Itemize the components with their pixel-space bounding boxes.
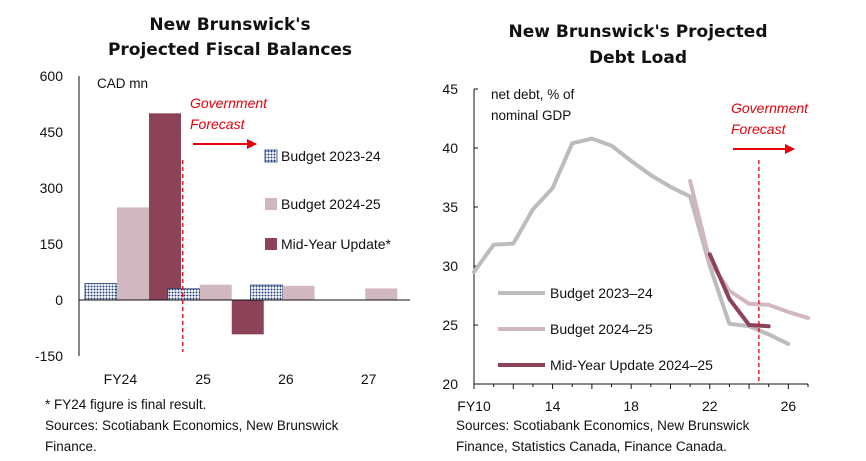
left-footnote-line-2: Sources: Scotiabank Economics, New Bruns…: [45, 418, 339, 433]
left-legend-label-mid-year-update: Mid-Year Update*: [281, 236, 392, 252]
bar-budget-2023-24-25: [167, 288, 201, 301]
right-legend: Budget 2023–24 Budget 2024–25 Mid-Year Upd…: [498, 285, 713, 373]
left-forecast-label-line-1: Government: [190, 95, 268, 111]
right-x-tick-label: 18: [623, 398, 639, 414]
right-forecast-label-line-1: Government: [731, 100, 809, 116]
bar-mid-year-update-25: [231, 300, 264, 335]
right-y-tick-label: 20: [442, 376, 458, 392]
right-y-tick-label: 45: [442, 81, 458, 97]
right-legend-label-budget-2023-24: Budget 2023–24: [550, 285, 653, 301]
left-legend-swatch-mid-year-update: [265, 238, 277, 250]
bar-budget-2024-25-27: [365, 288, 398, 300]
right-y-tick-label: 25: [442, 317, 458, 333]
fiscal-balances-chart: New Brunswick's Projected Fiscal Balance…: [35, 15, 410, 454]
bar-budget-2024-25-26: [282, 285, 315, 300]
left-bars: [84, 113, 398, 335]
line-budget-2024-25: [688, 179, 810, 320]
left-y-tick-label: 450: [40, 124, 64, 140]
left-chart-title-line-2: Projected Fiscal Balances: [108, 40, 352, 60]
left-y-tick-label: 0: [55, 292, 63, 308]
left-legend-swatch-budget-2023-24: [264, 149, 278, 163]
bar-budget-2024-25-25: [199, 284, 232, 300]
right-y-tick-label: 30: [442, 258, 458, 274]
bar-mid-year-update-fy24: [149, 113, 181, 300]
left-y-axis: -150 0 150 300 450 600: [35, 68, 63, 364]
right-x-tick-label: 22: [702, 398, 718, 414]
right-x-tick-label: 14: [545, 398, 561, 414]
left-forecast-label-line-2: Forecast: [190, 116, 246, 132]
left-y-tick-label: 600: [40, 68, 64, 84]
left-x-tick-label: FY24: [104, 371, 138, 387]
left-chart-unit-label: CAD mn: [97, 76, 148, 91]
debt-load-chart: New Brunswick's Projected Debt Load net …: [442, 22, 810, 454]
right-series-lines: [472, 136, 810, 346]
bar-budget-2024-25-fy24: [117, 207, 149, 300]
left-x-tick-label: 25: [195, 371, 211, 387]
left-y-tick-label: 300: [40, 180, 64, 196]
left-legend-swatch-budget-2024-25: [265, 198, 277, 210]
left-chart-title-line-1: New Brunswick's: [149, 15, 310, 35]
right-y-tick-label: 35: [442, 199, 458, 215]
left-x-axis: FY24 25 26 27: [104, 371, 377, 387]
right-y-tick-label: 40: [442, 140, 458, 156]
left-footnote-line-1: * FY24 figure is final result.: [45, 397, 206, 412]
right-legend-label-mid-year-update-2024-25: Mid-Year Update 2024–25: [550, 357, 713, 373]
right-x-tick-label: FY10: [457, 398, 491, 414]
left-footnote-line-3: Finance.: [45, 439, 97, 454]
bar-budget-2023-24-fy24: [84, 283, 118, 301]
right-chart-unit-line-1: net debt, % of: [491, 87, 575, 102]
right-legend-label-budget-2024-25: Budget 2024–25: [550, 321, 653, 337]
right-source-line-1: Sources: Scotiabank Economics, New Bruns…: [456, 418, 750, 433]
line-budget-2023-24: [472, 136, 791, 346]
right-y-axis: 20 25 30 35 40 45: [442, 81, 478, 392]
left-legend-label-budget-2023-24: Budget 2023-24: [281, 148, 381, 164]
left-y-tick-label: 150: [40, 236, 64, 252]
bar-budget-2023-24-26: [250, 284, 283, 301]
line-mid-year-update-2024-25: [707, 252, 771, 329]
right-x-axis: FY10 14 18 22 26: [457, 384, 809, 414]
right-source-line-2: Finance, Statistics Canada, Finance Cana…: [456, 439, 727, 454]
right-chart-unit-line-2: nominal GDP: [491, 108, 571, 123]
left-legend-label-budget-2024-25: Budget 2024-25: [281, 196, 381, 212]
right-forecast-label-line-2: Forecast: [731, 121, 787, 137]
left-x-tick-label: 27: [361, 371, 377, 387]
left-legend: Budget 2023-24 Budget 2024-25 Mid-Year Upd…: [264, 148, 392, 252]
left-x-tick-label: 26: [278, 371, 294, 387]
left-y-tick-label: -150: [35, 348, 63, 364]
right-chart-title-line-2: Debt Load: [589, 48, 687, 68]
right-chart-title-line-1: New Brunswick's Projected: [509, 22, 768, 42]
right-x-tick-label: 26: [781, 398, 797, 414]
